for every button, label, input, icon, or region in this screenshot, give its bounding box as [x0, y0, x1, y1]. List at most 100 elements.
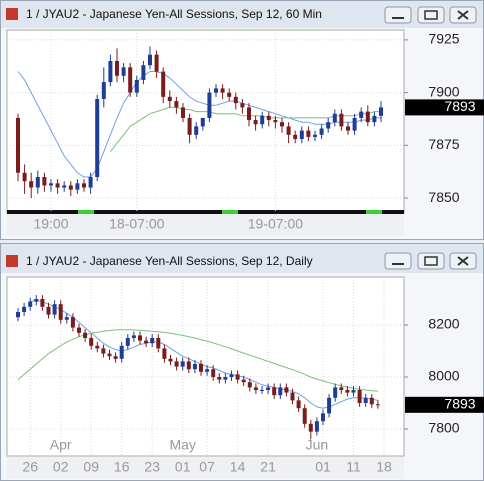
candle-body [379, 107, 383, 116]
candle-body [286, 126, 291, 135]
candle-body [194, 126, 199, 135]
candle-body [52, 304, 57, 315]
candle-body [108, 61, 113, 83]
candle-body [42, 176, 47, 186]
candle-body [148, 54, 152, 66]
candle-body [55, 183, 60, 188]
candle-body [207, 92, 212, 118]
maximize-glyph [424, 10, 438, 20]
candle-body [46, 306, 51, 315]
candle-body [299, 130, 304, 140]
x-tick-label: 21 [260, 459, 276, 475]
candle-body [192, 363, 197, 370]
session-bar-segment [78, 210, 94, 214]
candle-body [280, 122, 284, 127]
candle-body [167, 96, 172, 102]
candle-body [89, 337, 94, 346]
window-title: 1 / JYAU2 - Japanese Yen-All Sessions, S… [26, 254, 313, 268]
candle-body [113, 356, 118, 359]
chart: 7800 8000 8200 26 02 09 16 23 01 07 14 21 01 11 18 Apr M… [7, 277, 484, 475]
candle-body [144, 340, 149, 344]
candle-body [372, 115, 377, 123]
candle-body [313, 134, 317, 137]
x-tick-label: 09 [83, 459, 99, 475]
candle-body [199, 363, 203, 372]
y-tick-label: 8200 [428, 316, 459, 332]
candle-body [229, 374, 234, 377]
candle-body [174, 361, 179, 367]
candle-body [115, 61, 119, 76]
x-tick-label: 01 [175, 459, 191, 475]
candle-body [319, 128, 324, 135]
x-tick-label: 19:00 [33, 216, 68, 232]
candle-body [235, 374, 240, 380]
candle-body [333, 387, 338, 398]
candle-body [214, 88, 218, 93]
x-tick-label: 01 [315, 459, 331, 475]
maximize-button[interactable] [417, 252, 445, 270]
candle-body [22, 306, 27, 312]
session-bar-segment [222, 210, 238, 214]
y-tick-label: 7875 [428, 136, 459, 152]
candle-body [88, 176, 93, 188]
close-glyph [457, 10, 469, 20]
month-label: Jun [306, 437, 329, 453]
candle-body [260, 389, 264, 391]
candle-body [49, 183, 53, 186]
candle-body [260, 115, 265, 125]
candle-body [154, 54, 159, 72]
candle-body [70, 317, 75, 328]
candle-body [253, 387, 258, 390]
candle-body [187, 117, 192, 135]
candle-body [134, 79, 139, 93]
candle-body [168, 358, 173, 362]
y-tick-label: 7925 [428, 31, 459, 47]
candle-body [138, 335, 142, 341]
app-icon [6, 255, 18, 267]
last-price-label: 7893 [444, 396, 475, 412]
x-tick-label: 23 [144, 459, 160, 475]
candle-body [35, 176, 40, 188]
x-tick-label: 26 [22, 459, 38, 475]
top-window: 1 / JYAU2 - Japanese Yen-All Sessions, S… [0, 0, 484, 240]
candle-body [186, 361, 191, 370]
candle-body [121, 67, 126, 76]
candle-body [58, 304, 63, 320]
candle-body [62, 185, 67, 188]
chart: 7850 7875 7900 7925 19:00 18-07:00 19-07:00 789… [7, 30, 484, 232]
candle-body [211, 369, 216, 377]
candle-body [83, 332, 88, 338]
candle-body [16, 311, 20, 318]
minimize-button[interactable] [384, 252, 412, 270]
candle-body [223, 376, 228, 380]
candle-body [156, 337, 161, 349]
session-bar [7, 210, 404, 214]
y-tick-label: 7850 [428, 189, 459, 205]
last-price-label: 7893 [444, 98, 475, 114]
x-tick-label: 02 [53, 459, 69, 475]
candle-body [220, 88, 225, 93]
candle-body [22, 172, 27, 182]
x-tick-label: 11 [346, 459, 361, 475]
candle-body [346, 126, 350, 131]
plot-area [6, 276, 405, 457]
candle-body [174, 101, 179, 108]
minimize-button[interactable] [384, 6, 412, 24]
moving-average-line [17, 329, 378, 392]
maximize-button[interactable] [417, 6, 445, 24]
maximize-glyph [424, 256, 438, 266]
candle-body [314, 421, 319, 432]
candle-body [375, 404, 380, 406]
candle-body [290, 392, 295, 401]
candle-body [365, 111, 370, 123]
candle-body [107, 353, 112, 357]
candle-body [369, 397, 374, 405]
candle-body [233, 96, 238, 104]
candle-body [284, 387, 289, 393]
candle-body [357, 389, 362, 403]
candle-body [28, 301, 33, 307]
candle-body [16, 117, 20, 173]
candle-body [131, 335, 136, 338]
candle-body [339, 113, 344, 127]
candle-body [278, 387, 283, 396]
